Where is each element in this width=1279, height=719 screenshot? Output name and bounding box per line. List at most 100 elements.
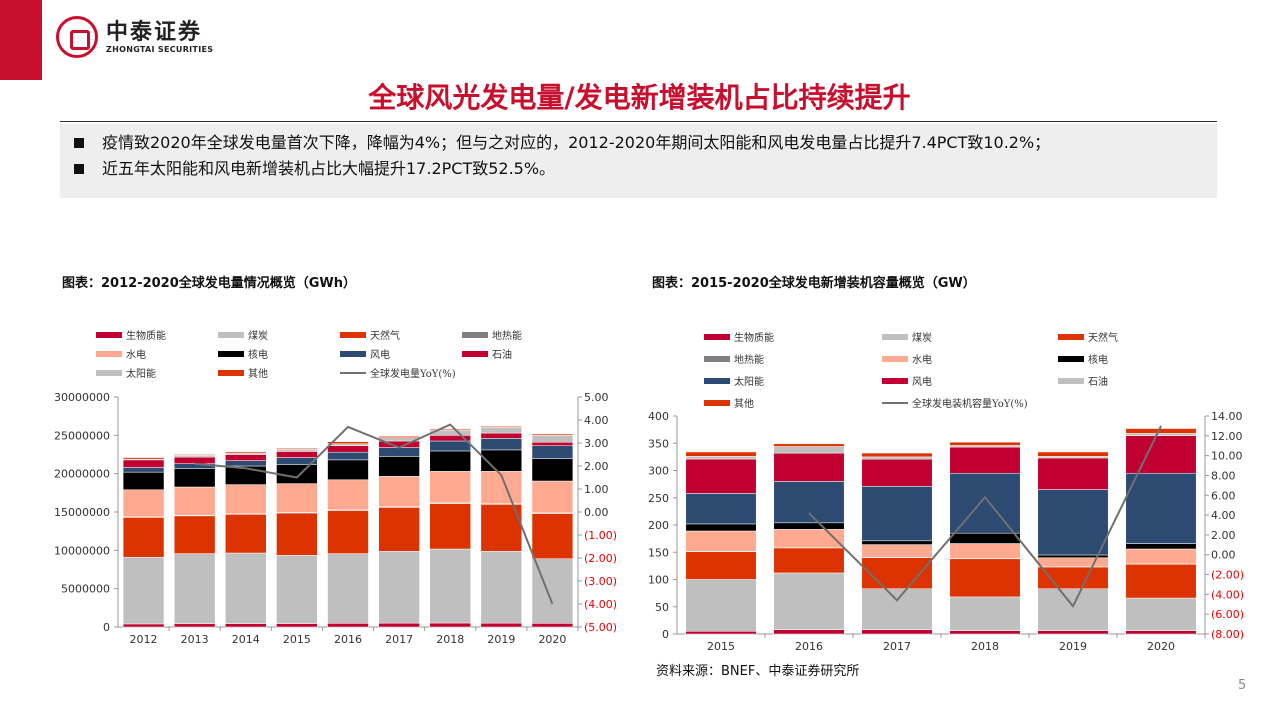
bar-segment <box>276 483 318 513</box>
bar-segment <box>122 457 165 460</box>
x-tick-label: 2017 <box>883 640 911 653</box>
x-tick-label: 2015 <box>283 633 311 646</box>
bar-segment <box>685 579 757 632</box>
bar-segment <box>1037 557 1109 567</box>
bar-segment <box>480 551 523 624</box>
y2-tick-label: 10.00 <box>1211 450 1243 463</box>
x-tick-label: 2018 <box>436 633 464 646</box>
y-tick-label: 150 <box>648 546 669 559</box>
bar-segment <box>773 522 845 530</box>
x-tick-label: 2017 <box>385 633 413 646</box>
y-tick-label: 20000000 <box>54 468 110 481</box>
x-tick-label: 2020 <box>1147 640 1175 653</box>
bullet-text: 近五年太阳能和风电新增装机占比大幅提升17.2PCT致52.5%。 <box>102 159 556 178</box>
bar-segment <box>531 433 574 436</box>
bar-segment <box>276 623 318 628</box>
bar-segment <box>122 623 165 628</box>
legend-swatch <box>96 332 122 338</box>
bar-segment <box>225 623 267 628</box>
x-tick-label: 2018 <box>971 640 999 653</box>
bar-segment <box>429 428 471 431</box>
bar-segment <box>773 481 845 524</box>
y-tick-label: 5000000 <box>61 583 110 596</box>
y2-tick-label: 8.00 <box>1211 469 1236 482</box>
x-tick-label: 2012 <box>130 633 158 646</box>
bar-segment <box>861 452 933 458</box>
bar-segment <box>225 552 267 624</box>
legend-label: 太阳能 <box>126 367 156 380</box>
bar-segment <box>122 471 165 491</box>
bar-segment <box>225 451 267 454</box>
bar-segment <box>429 503 471 550</box>
legend-label: 核电 <box>1088 353 1108 366</box>
bar-segment <box>429 450 471 472</box>
legend-swatch <box>96 351 122 357</box>
bar-segment <box>1125 543 1197 550</box>
legend-label: 煤炭 <box>912 331 932 344</box>
x-tick-label: 2013 <box>181 633 209 646</box>
bar-segment <box>173 454 216 456</box>
source-note: 资料来源：BNEF、中泰证券研究所 <box>656 664 860 679</box>
logo-icon <box>56 16 98 58</box>
y-tick-label: 50 <box>655 601 669 614</box>
bar-segment <box>861 456 933 460</box>
legend-swatch <box>704 356 730 362</box>
bar-segment <box>429 548 471 624</box>
bar-segment <box>685 631 757 635</box>
bar-segment <box>122 459 165 468</box>
y2-tick-label: (5.00) <box>584 621 617 634</box>
bar-segment <box>1125 630 1197 635</box>
chart-title-right: 图表：2015-2020全球发电新增装机容量概览（GW） <box>652 276 976 291</box>
y-tick-label: 100 <box>648 574 669 587</box>
bar-segment <box>276 555 318 624</box>
legend-swatch <box>96 370 122 376</box>
bar-segment <box>480 426 523 428</box>
legend-label: 风电 <box>912 375 932 388</box>
bar-segment <box>276 451 318 458</box>
legend-label: 石油 <box>1088 375 1108 388</box>
y-tick-label: 200 <box>648 519 669 532</box>
y-tick-label: 10000000 <box>54 544 110 557</box>
bullet-item: 近五年太阳能和风电新增装机占比大幅提升17.2PCT致52.5%。 <box>74 156 1217 182</box>
bar-segment <box>1125 428 1197 434</box>
legend-swatch <box>1058 378 1084 384</box>
bar-segment <box>773 443 845 447</box>
y-tick-label: 250 <box>648 492 669 505</box>
bar-segment <box>327 623 369 628</box>
legend-label: 核电 <box>248 348 268 361</box>
bar-segment <box>949 596 1021 631</box>
bar-segment <box>531 458 574 482</box>
y2-tick-label: 0.00 <box>1211 549 1236 562</box>
bar-segment <box>773 629 845 635</box>
bar-segment <box>949 446 1021 474</box>
bar-segment <box>1037 451 1109 457</box>
bar-segment <box>173 455 216 458</box>
bar-segment <box>225 454 267 461</box>
legend-label: 生物质能 <box>734 331 774 344</box>
legend-label: 煤炭 <box>248 329 268 342</box>
yoy-line <box>194 423 554 605</box>
bar-segment <box>773 446 845 454</box>
bar-segment <box>685 523 757 532</box>
logo-en: ZHONGTAI SECURITIES <box>106 44 214 54</box>
bar-segment <box>949 558 1021 598</box>
y2-tick-label: (1.00) <box>584 529 617 542</box>
bar-segment <box>225 484 267 514</box>
chart-title-left: 图表：2012-2020全球发电量情况概览（GWh） <box>62 276 357 291</box>
bar-segment <box>173 468 216 488</box>
y-tick-label: 0 <box>662 628 669 641</box>
legend-swatch <box>882 334 908 340</box>
bar-segment <box>378 551 420 624</box>
bar-segment <box>378 436 420 438</box>
bar-segment <box>122 489 165 518</box>
legend-label: 太阳能 <box>734 375 764 388</box>
y2-tick-label: 14.00 <box>1211 410 1243 423</box>
y2-tick-label: (2.00) <box>584 552 617 565</box>
bar-segment <box>122 517 165 558</box>
legend-label: 水电 <box>126 348 146 361</box>
legend-swatch <box>704 400 730 406</box>
bar-segment <box>949 543 1021 559</box>
bullet-square-icon <box>74 164 84 174</box>
y2-tick-label: 12.00 <box>1211 430 1243 443</box>
y2-tick-label: 0.00 <box>584 506 609 519</box>
